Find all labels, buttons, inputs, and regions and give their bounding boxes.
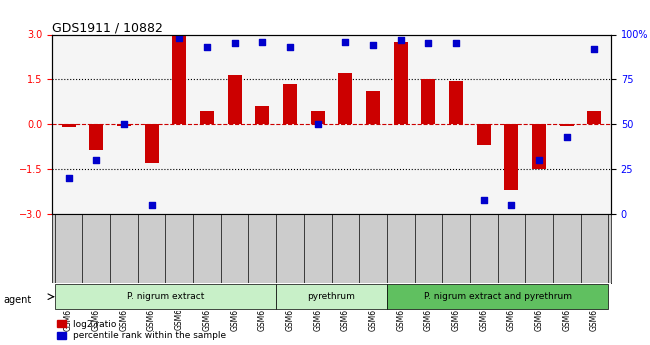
Bar xyxy=(532,124,546,169)
Bar xyxy=(449,81,463,124)
Point xyxy=(91,157,101,163)
Bar xyxy=(394,42,408,124)
Bar xyxy=(339,73,352,124)
Point xyxy=(340,39,350,45)
Point xyxy=(368,42,378,48)
Point xyxy=(589,46,599,52)
Bar xyxy=(560,124,574,126)
Text: GDS1911 / 10882: GDS1911 / 10882 xyxy=(52,21,163,34)
Bar xyxy=(227,75,242,124)
Point xyxy=(313,121,323,127)
Bar xyxy=(588,111,601,124)
Text: P. nigrum extract: P. nigrum extract xyxy=(127,292,204,301)
Bar xyxy=(145,124,159,163)
Point xyxy=(534,157,544,163)
Bar xyxy=(366,91,380,124)
Point xyxy=(285,44,295,50)
FancyBboxPatch shape xyxy=(276,284,387,309)
Point xyxy=(506,202,517,208)
Bar xyxy=(477,124,491,145)
Bar xyxy=(311,111,324,124)
Point xyxy=(174,35,185,41)
Point xyxy=(423,41,434,46)
Point xyxy=(119,121,129,127)
Point xyxy=(257,39,268,45)
Bar xyxy=(504,124,518,190)
Bar xyxy=(62,124,75,127)
Bar xyxy=(283,84,297,124)
Point xyxy=(451,41,462,46)
Point xyxy=(395,37,406,43)
Point xyxy=(562,134,572,139)
Point xyxy=(146,202,157,208)
Point xyxy=(202,44,212,50)
Point xyxy=(64,175,74,181)
Text: P. nigrum extract and pyrethrum: P. nigrum extract and pyrethrum xyxy=(424,292,571,301)
Point xyxy=(229,41,240,46)
Bar xyxy=(89,124,103,150)
FancyBboxPatch shape xyxy=(55,284,276,309)
Point xyxy=(478,197,489,202)
Legend: log2 ratio, percentile rank within the sample: log2 ratio, percentile rank within the s… xyxy=(57,320,226,341)
FancyBboxPatch shape xyxy=(387,284,608,309)
Text: pyrethrum: pyrethrum xyxy=(307,292,356,301)
Text: agent: agent xyxy=(3,295,31,305)
Bar xyxy=(172,34,186,124)
Bar xyxy=(117,124,131,126)
Bar xyxy=(200,111,214,124)
Bar xyxy=(421,79,436,124)
Bar xyxy=(255,106,269,124)
